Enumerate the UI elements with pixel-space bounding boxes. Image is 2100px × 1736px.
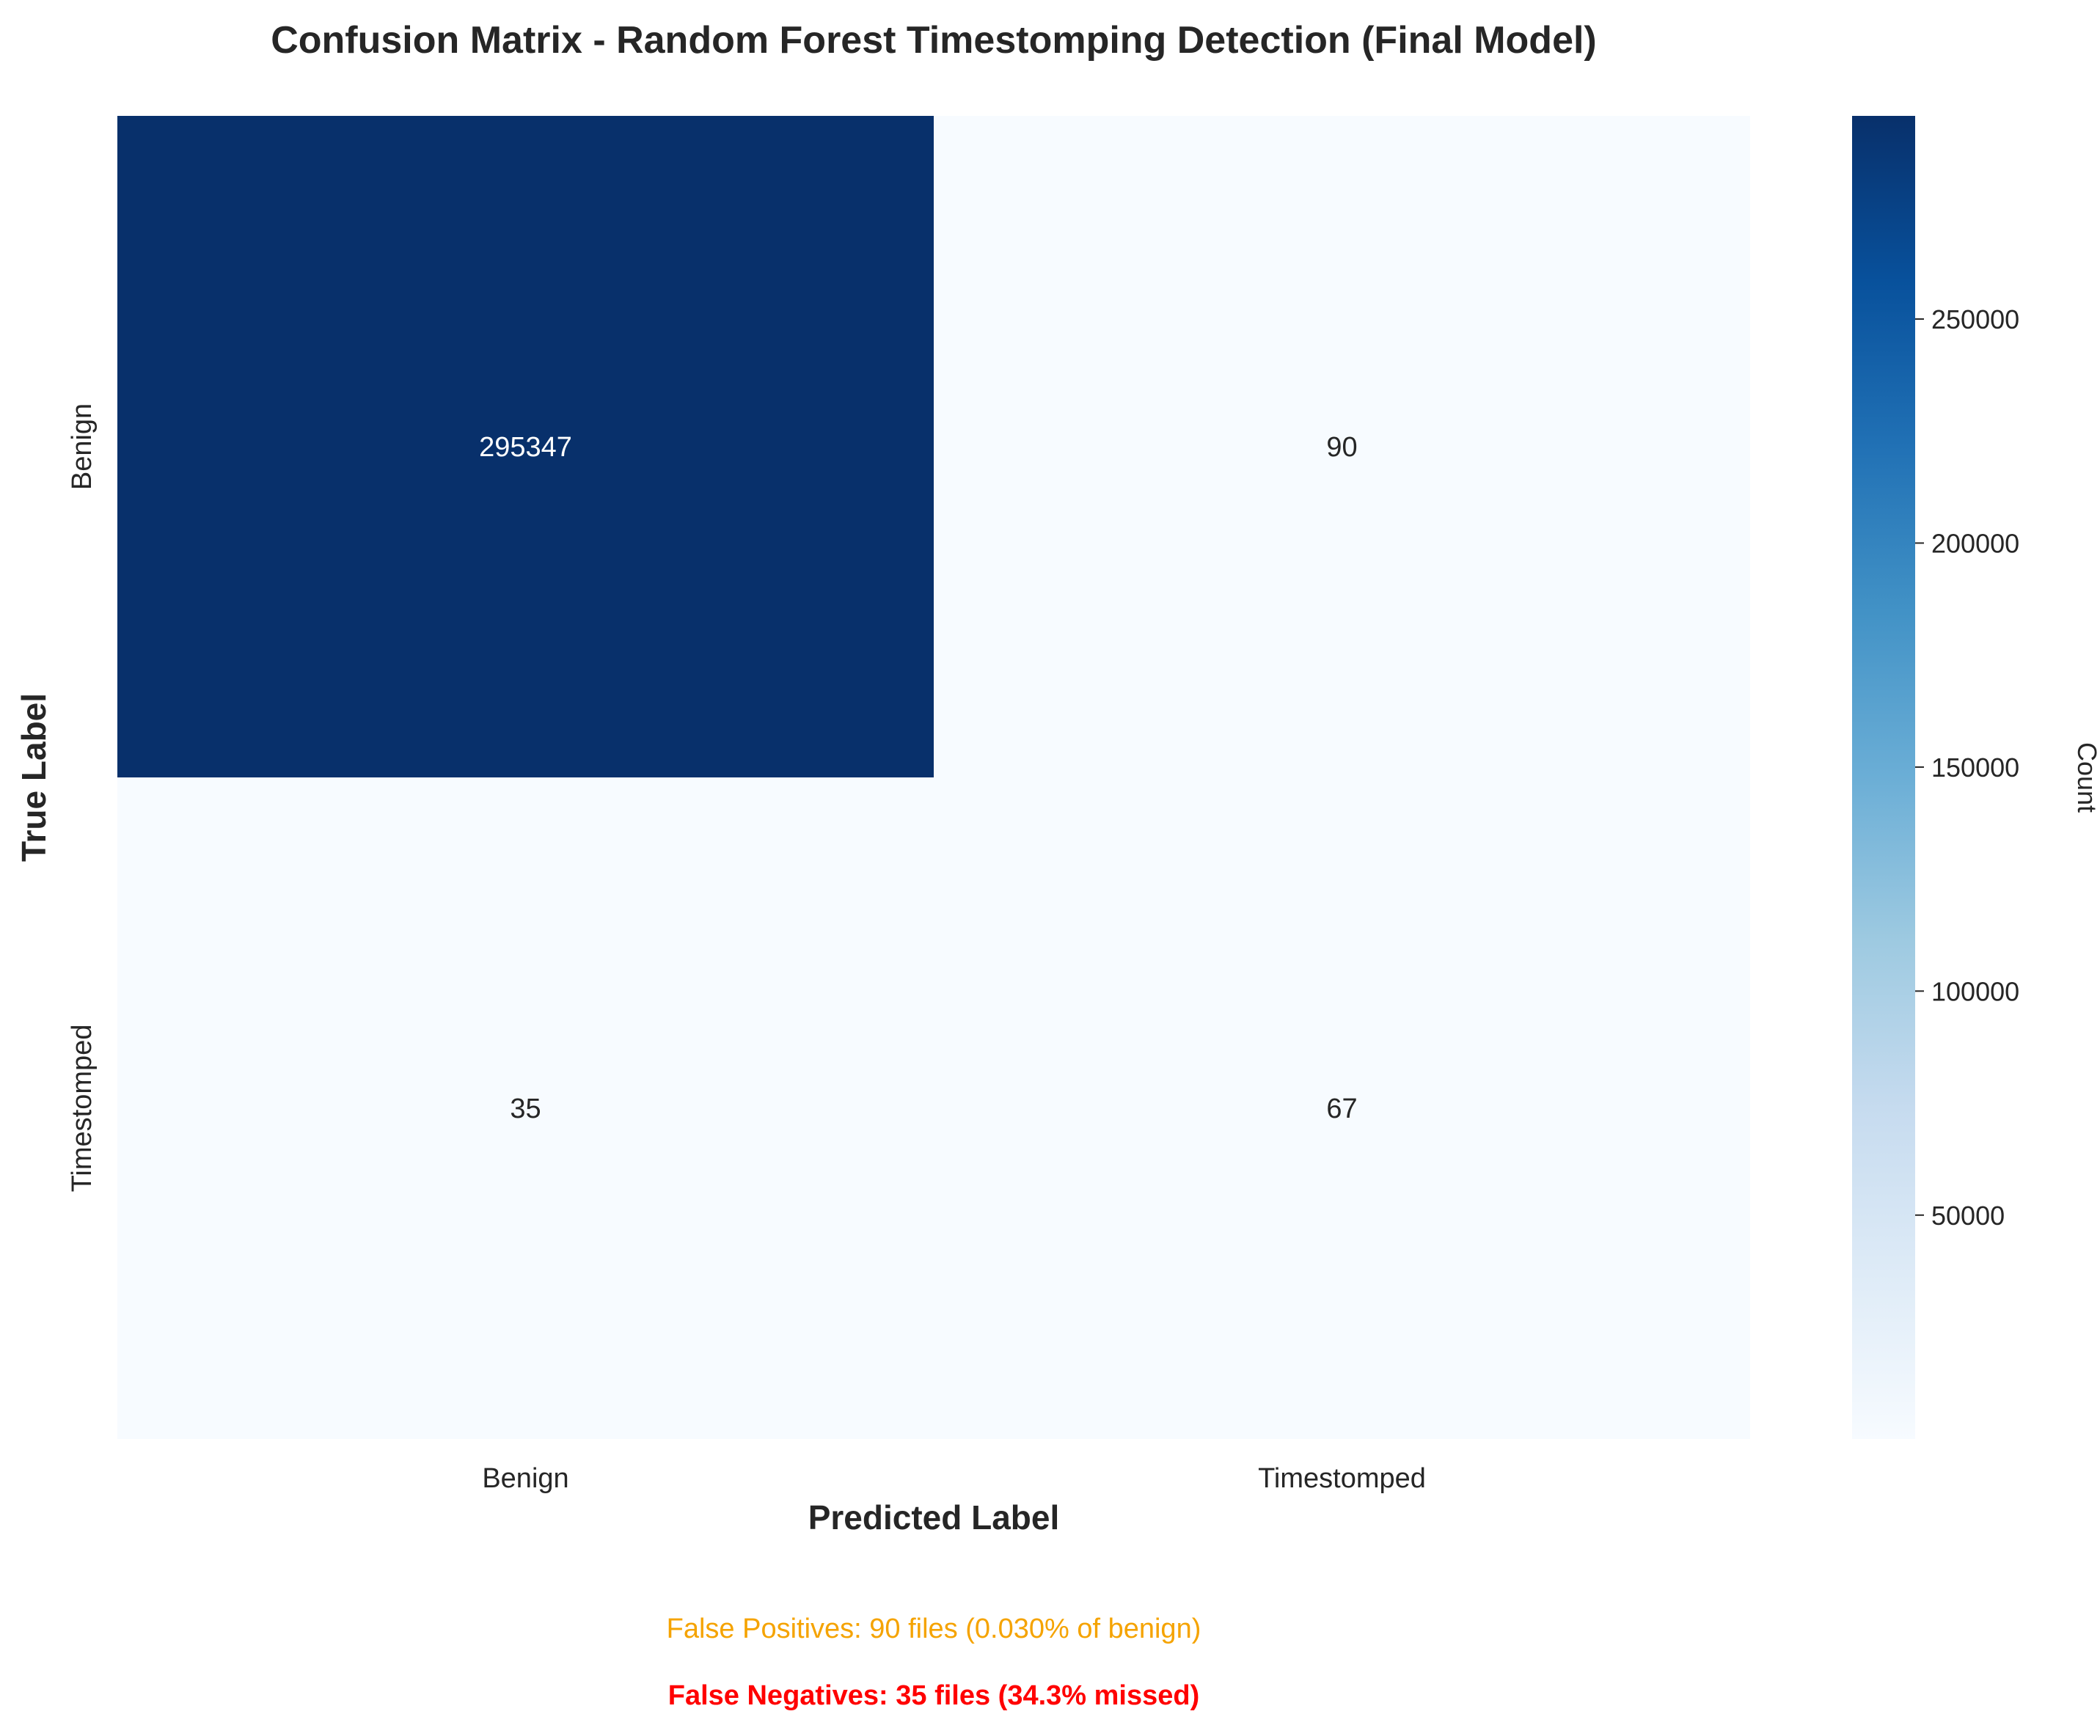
colorbar-tick-label: 250000	[1931, 304, 2019, 334]
y-axis-title: True Label	[15, 693, 53, 862]
colorbar-label: Count	[2072, 742, 2100, 813]
heatmap-cell-labels: 295347 90 35 67	[479, 432, 1358, 1124]
heatmap-cell-label-1-1: 67	[1326, 1094, 1357, 1124]
x-axis-ticks: Benign Timestomped	[482, 1463, 1426, 1494]
heatmap-cell-0-1	[934, 116, 1750, 777]
chart-title: Confusion Matrix - Random Forest Timesto…	[271, 19, 1597, 62]
x-tick-label: Benign	[482, 1463, 568, 1494]
false-positives-note: False Positives: 90 files (0.030% of ben…	[667, 1614, 1201, 1644]
colorbar-tick-label: 100000	[1931, 976, 2019, 1006]
heatmap-cell-1-0	[117, 777, 934, 1439]
heatmap-cell-label-0-1: 90	[1326, 432, 1357, 463]
heatmap-cell-label-0-0: 295347	[479, 432, 572, 463]
colorbar	[1852, 116, 1915, 1439]
false-negatives-note: False Negatives: 35 files (34.3% missed)	[668, 1680, 1199, 1711]
y-tick-label: Timestomped	[67, 1025, 98, 1193]
y-axis-ticks: Benign Timestomped	[67, 403, 98, 1193]
heatmap-cell-1-1	[934, 777, 1750, 1439]
colorbar-tick-label: 50000	[1931, 1201, 2005, 1231]
colorbar-ticks: 50000 100000 150000 200000 250000	[1915, 304, 2019, 1231]
x-axis-title: Predicted Label	[808, 1498, 1060, 1537]
colorbar-tick-label: 200000	[1931, 528, 2019, 558]
colorbar-tick-label: 150000	[1931, 752, 2019, 783]
heatmap-cell-label-1-0: 35	[510, 1094, 541, 1124]
heatmap-cells	[117, 116, 1750, 1439]
y-tick-label: Benign	[67, 403, 98, 490]
heatmap-cell-0-0	[117, 116, 934, 777]
x-tick-label: Timestomped	[1258, 1463, 1426, 1494]
